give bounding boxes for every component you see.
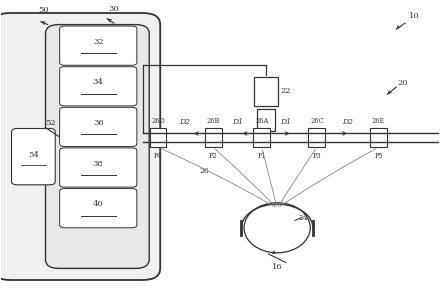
Text: 26: 26 (199, 167, 209, 175)
Text: 26E: 26E (372, 117, 385, 125)
Text: 32: 32 (93, 38, 103, 46)
Bar (257, 109, 275, 131)
Text: 50: 50 (38, 6, 48, 14)
FancyBboxPatch shape (46, 25, 149, 268)
Text: P1: P1 (258, 152, 266, 161)
FancyBboxPatch shape (59, 189, 137, 228)
Text: 26D: 26D (151, 117, 165, 125)
Text: 16: 16 (272, 263, 282, 271)
FancyBboxPatch shape (59, 107, 137, 146)
Bar (254, 128, 270, 147)
Text: 26A: 26A (255, 117, 268, 125)
Text: 36: 36 (93, 119, 103, 127)
Text: 54: 54 (28, 151, 39, 159)
Text: 26C: 26C (310, 117, 324, 125)
Text: D2: D2 (179, 117, 190, 126)
Text: 22: 22 (281, 87, 291, 95)
Bar (205, 128, 222, 147)
FancyBboxPatch shape (12, 129, 55, 185)
Text: 52: 52 (46, 119, 56, 127)
Text: D1: D1 (281, 117, 291, 126)
Text: 38: 38 (93, 159, 103, 168)
Text: P5: P5 (374, 152, 383, 161)
Text: D2: D2 (342, 117, 353, 126)
Bar (254, 77, 278, 106)
Text: P2: P2 (209, 152, 218, 161)
Text: 30: 30 (109, 5, 119, 13)
Text: P3: P3 (313, 152, 321, 161)
Bar (309, 128, 325, 147)
Text: 34: 34 (93, 78, 104, 86)
FancyBboxPatch shape (0, 13, 160, 280)
Bar (370, 128, 387, 147)
FancyBboxPatch shape (59, 67, 137, 106)
Text: 20: 20 (398, 79, 408, 87)
Text: D1: D1 (232, 117, 243, 126)
FancyBboxPatch shape (59, 26, 137, 65)
Text: P4: P4 (154, 152, 163, 161)
FancyBboxPatch shape (59, 148, 137, 187)
Bar (150, 128, 166, 147)
Text: 26B: 26B (206, 117, 220, 125)
Text: 10: 10 (408, 12, 419, 20)
Text: 40: 40 (93, 200, 103, 208)
Text: 24: 24 (298, 214, 308, 222)
